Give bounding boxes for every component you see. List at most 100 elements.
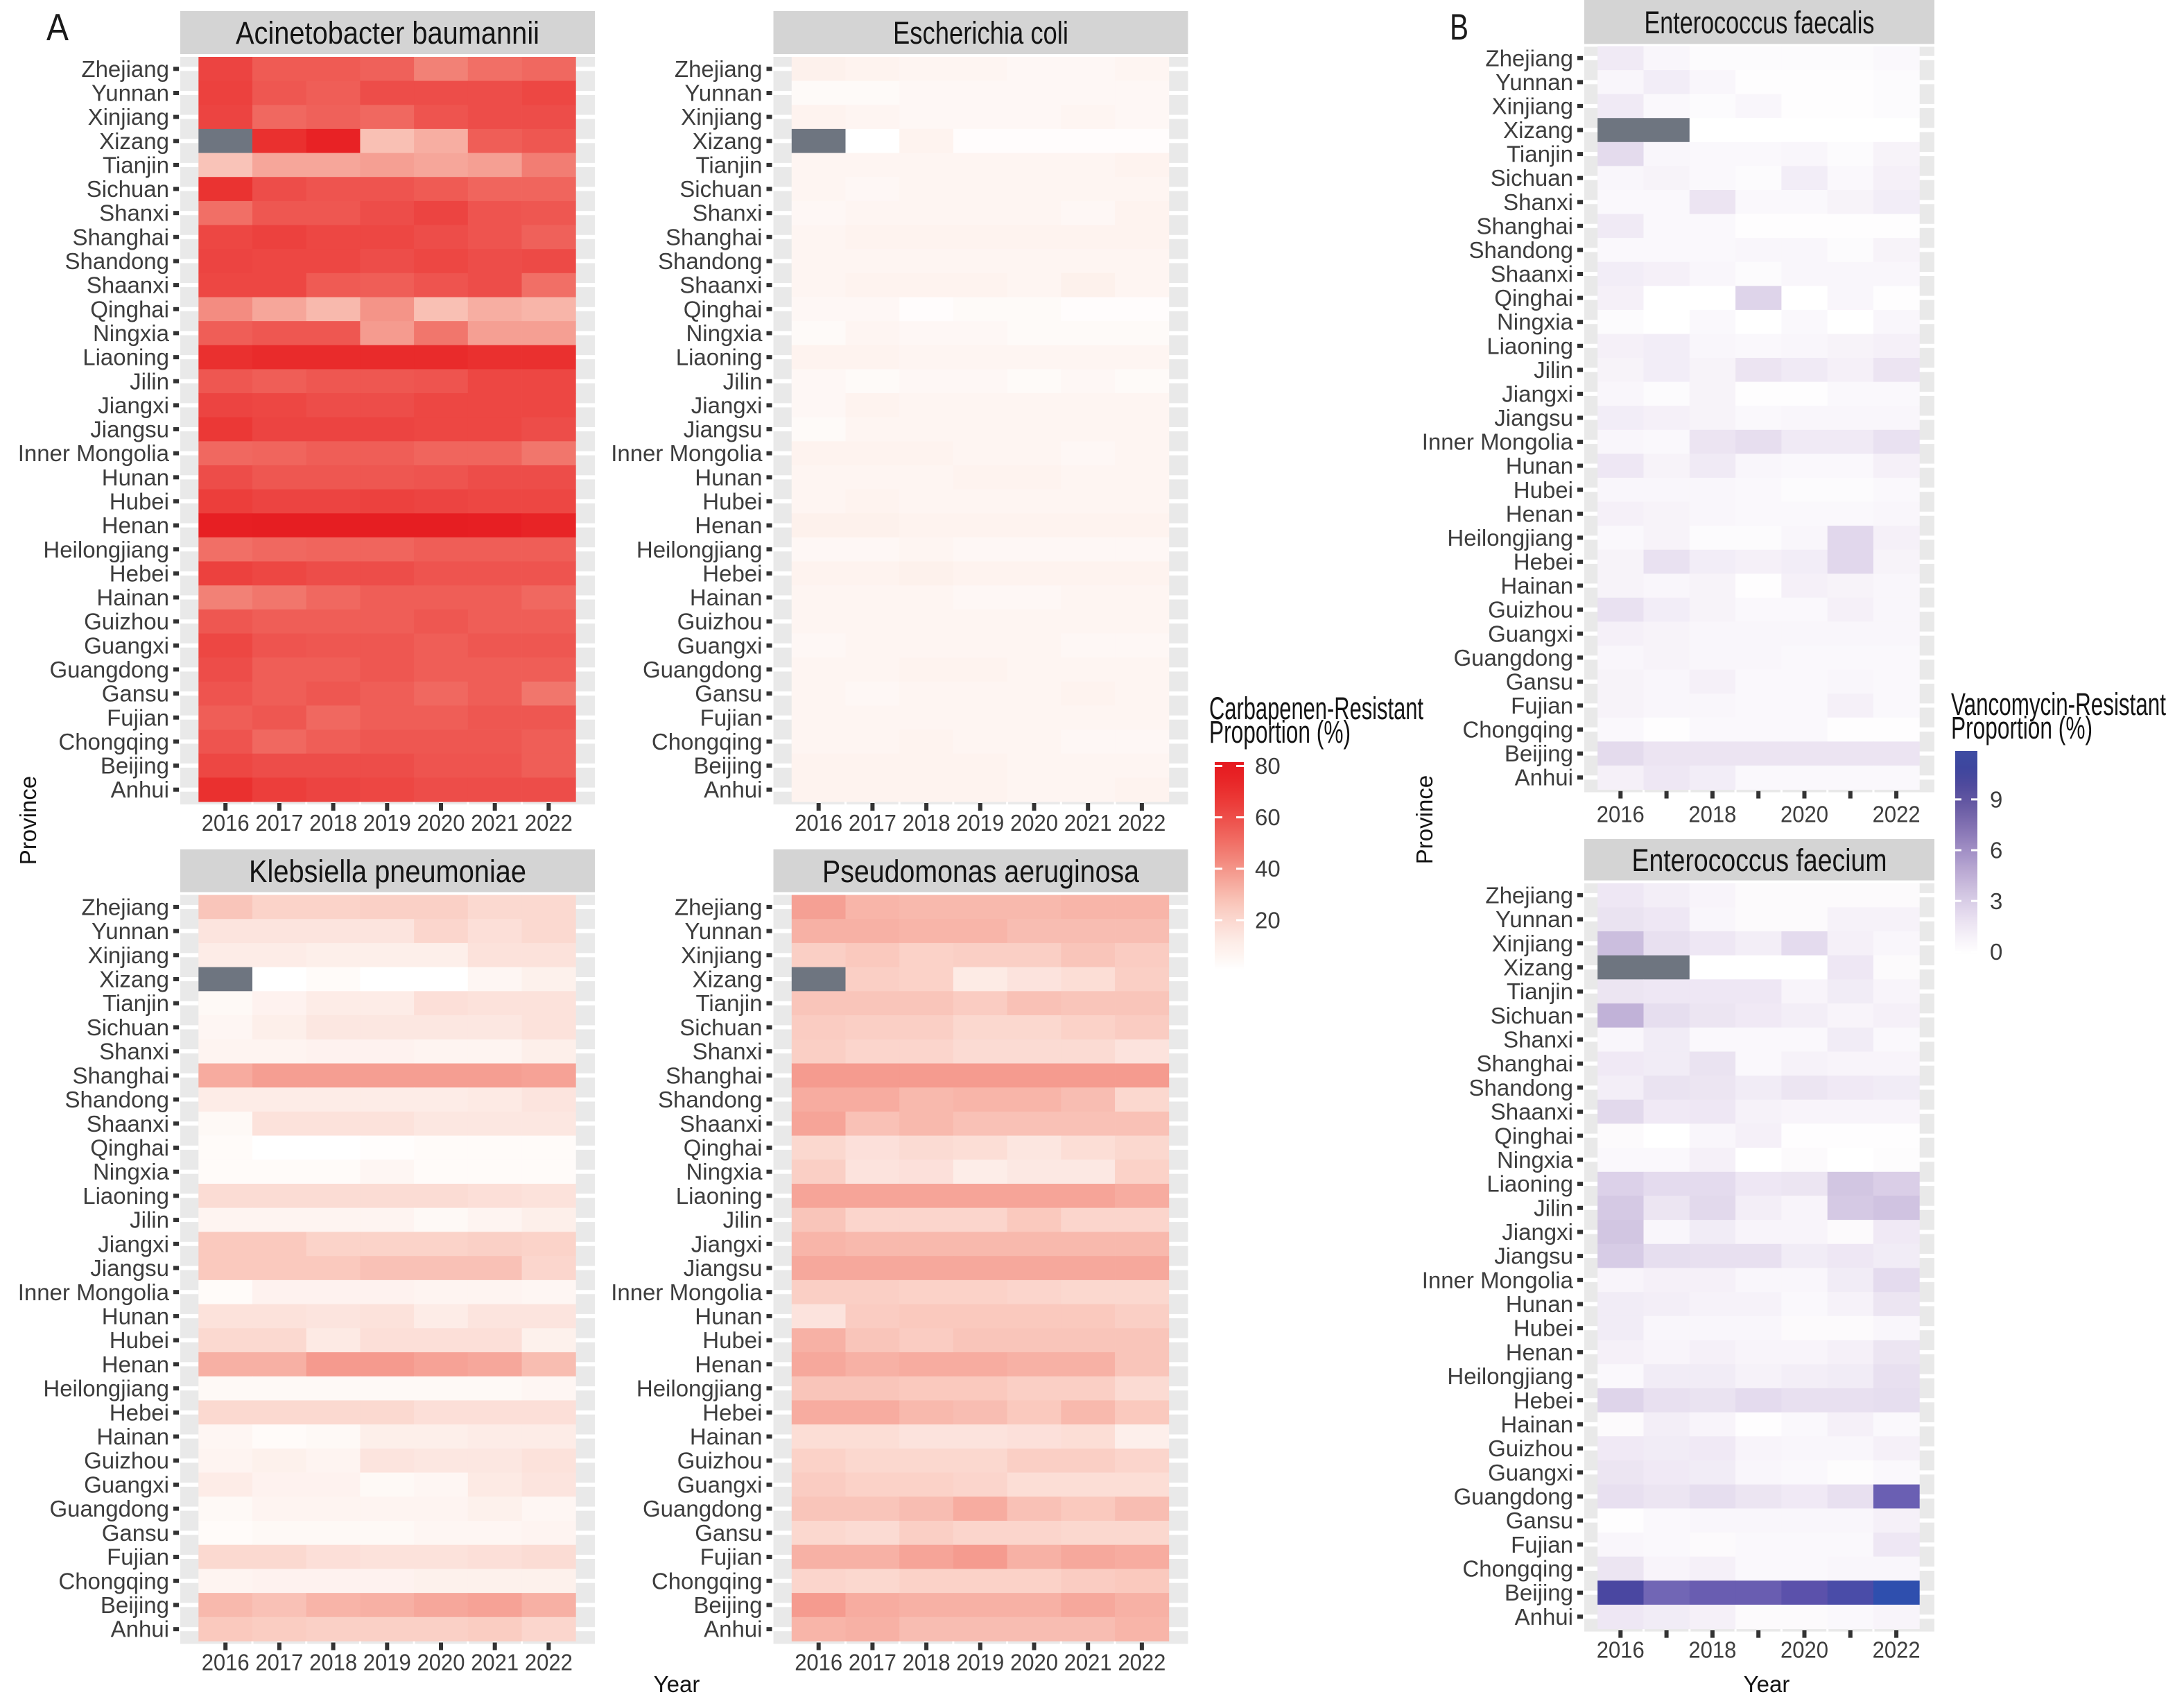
svg-text:Hunan: Hunan [102, 465, 169, 490]
svg-text:Guizhou: Guizhou [1488, 1435, 1573, 1461]
svg-text:Shanxi: Shanxi [693, 1039, 763, 1064]
svg-text:Jiangsu: Jiangsu [90, 417, 169, 442]
svg-text:2021: 2021 [471, 810, 519, 836]
svg-text:Shaanxi: Shaanxi [1491, 1099, 1573, 1125]
svg-text:Jiangxi: Jiangxi [1502, 1219, 1573, 1245]
svg-text:Fujian: Fujian [1511, 693, 1573, 718]
svg-text:Tianjin: Tianjin [103, 153, 169, 178]
svg-text:Qinghai: Qinghai [1494, 1123, 1573, 1148]
svg-text:Chongqing: Chongqing [652, 729, 763, 754]
svg-text:2016: 2016 [202, 810, 250, 836]
svg-text:Zhejiang: Zhejiang [675, 894, 763, 920]
svg-text:Ningxia: Ningxia [686, 1159, 763, 1184]
svg-text:Beijing: Beijing [693, 753, 762, 779]
svg-text:Liaoning: Liaoning [83, 345, 169, 370]
svg-text:Year: Year [1744, 1671, 1790, 1697]
svg-text:Hunan: Hunan [1506, 1291, 1573, 1317]
svg-text:2021: 2021 [1064, 810, 1112, 836]
svg-text:Inner Mongolia: Inner Mongolia [611, 440, 763, 466]
svg-text:Fujian: Fujian [700, 1544, 763, 1570]
svg-text:Qinghai: Qinghai [684, 296, 763, 322]
svg-text:Henan: Henan [695, 1352, 762, 1377]
svg-text:2017: 2017 [255, 1650, 303, 1675]
svg-text:Liaoning: Liaoning [676, 345, 763, 370]
svg-text:Vancomycin-Resistant: Vancomycin-Resistant [1951, 687, 2166, 722]
svg-text:2019: 2019 [956, 1650, 1004, 1675]
svg-text:2018: 2018 [1688, 1637, 1736, 1663]
svg-text:0: 0 [1990, 939, 2002, 965]
svg-text:Jilin: Jilin [130, 1207, 169, 1233]
svg-text:Shaanxi: Shaanxi [87, 1111, 169, 1137]
svg-text:Heilongjiang: Heilongjiang [1447, 525, 1573, 551]
svg-text:Beijing: Beijing [693, 1592, 762, 1618]
svg-text:Fujian: Fujian [1511, 1532, 1573, 1558]
svg-text:Shanxi: Shanxi [99, 200, 169, 226]
svg-text:Xizang: Xizang [1503, 955, 1573, 981]
svg-text:Xinjiang: Xinjiang [681, 942, 762, 968]
svg-text:Hainan: Hainan [96, 585, 169, 610]
svg-text:Heilongjiang: Heilongjiang [636, 537, 763, 562]
svg-text:2022: 2022 [1118, 1650, 1165, 1675]
svg-text:6: 6 [1990, 838, 2002, 863]
svg-text:Qinghai: Qinghai [1494, 285, 1573, 311]
svg-text:2016: 2016 [1597, 1637, 1645, 1663]
svg-text:Jiangxi: Jiangxi [691, 393, 763, 418]
svg-text:Zhejiang: Zhejiang [675, 56, 763, 82]
svg-text:Ningxia: Ningxia [1497, 309, 1574, 335]
svg-text:Xizang: Xizang [99, 128, 169, 154]
svg-text:Guangdong: Guangdong [643, 657, 763, 682]
svg-text:Tianjin: Tianjin [1507, 978, 1573, 1004]
svg-text:2018: 2018 [309, 1650, 357, 1675]
svg-text:Klebsiella pneumoniae: Klebsiella pneumoniae [249, 854, 526, 889]
svg-text:Hunan: Hunan [1506, 453, 1573, 478]
svg-text:Jilin: Jilin [723, 368, 763, 394]
svg-text:Guangxi: Guangxi [84, 1472, 169, 1497]
svg-text:Beijing: Beijing [101, 1592, 169, 1618]
svg-text:Xinjiang: Xinjiang [681, 104, 762, 130]
svg-text:Hubei: Hubei [1514, 1316, 1573, 1341]
svg-text:Guizhou: Guizhou [84, 1448, 169, 1474]
svg-text:Tianjin: Tianjin [696, 153, 763, 178]
svg-text:Zhejiang: Zhejiang [81, 56, 169, 82]
svg-text:2018: 2018 [903, 810, 951, 836]
svg-text:2021: 2021 [1064, 1650, 1112, 1675]
svg-text:Guangxi: Guangxi [84, 632, 169, 658]
svg-text:2017: 2017 [849, 1650, 896, 1675]
svg-text:Shandong: Shandong [65, 1087, 169, 1112]
svg-text:Hubei: Hubei [1514, 477, 1573, 503]
svg-text:Shanghai: Shanghai [1477, 1051, 1573, 1076]
svg-text:Guizhou: Guizhou [677, 609, 763, 635]
svg-text:Shaanxi: Shaanxi [1491, 261, 1573, 287]
svg-text:2020: 2020 [417, 1650, 465, 1675]
svg-text:Guizhou: Guizhou [677, 1448, 763, 1474]
svg-text:Xizang: Xizang [99, 967, 169, 992]
svg-text:Tianjin: Tianjin [103, 990, 169, 1016]
svg-text:Liaoning: Liaoning [1487, 1171, 1573, 1197]
svg-text:Heilongjiang: Heilongjiang [43, 537, 169, 562]
svg-text:Beijing: Beijing [1505, 741, 1573, 766]
svg-text:Acinetobacter baumannii: Acinetobacter baumannii [236, 15, 539, 51]
svg-text:Shandong: Shandong [658, 248, 762, 274]
svg-text:2016: 2016 [1597, 802, 1645, 827]
svg-text:Enterococcus faecium: Enterococcus faecium [1632, 843, 1887, 878]
svg-text:Inner Mongolia: Inner Mongolia [18, 440, 170, 466]
svg-text:Hainan: Hainan [690, 585, 763, 610]
svg-text:Hebei: Hebei [110, 1399, 169, 1425]
svg-text:Jiangsu: Jiangsu [684, 1255, 763, 1281]
svg-text:Sichuan: Sichuan [679, 1015, 762, 1040]
svg-text:Jilin: Jilin [1534, 1195, 1573, 1221]
svg-text:2022: 2022 [525, 810, 573, 836]
svg-text:Hubei: Hubei [110, 489, 169, 515]
svg-text:Shanghai: Shanghai [73, 224, 169, 250]
svg-text:Inner Mongolia: Inner Mongolia [18, 1279, 170, 1305]
svg-text:Tianjin: Tianjin [696, 990, 763, 1016]
svg-text:Jiangsu: Jiangsu [1494, 1243, 1573, 1269]
svg-text:Beijing: Beijing [101, 753, 169, 779]
svg-text:Liaoning: Liaoning [676, 1183, 763, 1209]
svg-text:Ningxia: Ningxia [93, 320, 170, 346]
svg-text:Xizang: Xizang [1503, 117, 1573, 143]
svg-text:Hebei: Hebei [1514, 1388, 1573, 1413]
svg-text:Jilin: Jilin [130, 368, 169, 394]
svg-text:Shaanxi: Shaanxi [679, 273, 762, 298]
svg-text:Zhejiang: Zhejiang [1485, 45, 1573, 71]
